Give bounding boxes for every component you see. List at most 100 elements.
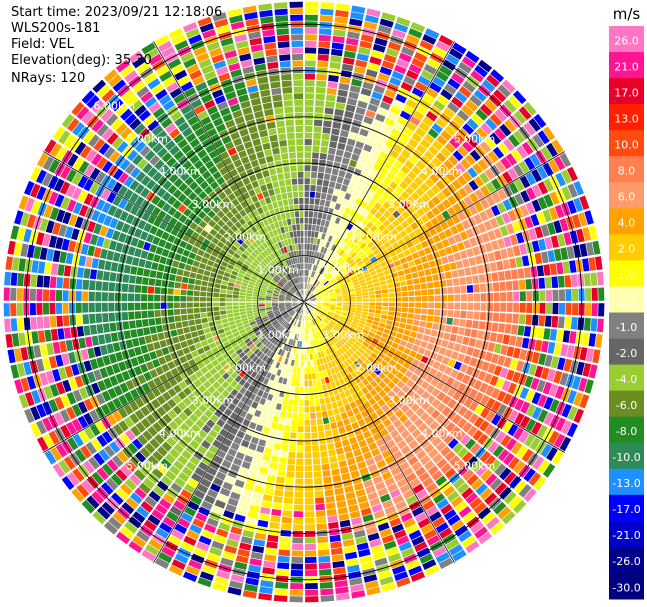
velocity-gate (415, 127, 426, 138)
velocity-gate (405, 186, 415, 196)
velocity-gate (432, 453, 444, 464)
velocity-gate (540, 224, 550, 237)
velocity-gate (452, 278, 460, 286)
velocity-gate (438, 231, 447, 241)
velocity-gate (420, 240, 429, 249)
velocity-gate (438, 34, 454, 47)
velocity-gate (260, 460, 270, 468)
velocity-gate (304, 250, 307, 257)
velocity-gate (365, 383, 374, 392)
velocity-gate (435, 241, 444, 250)
velocity-gate (354, 368, 361, 376)
velocity-gate (333, 313, 340, 318)
velocity-gate (31, 331, 39, 344)
velocity-gate (357, 231, 365, 239)
velocity-gate (372, 432, 382, 442)
velocity-gate (364, 237, 372, 245)
velocity-gate (323, 299, 330, 301)
velocity-gate (408, 260, 416, 268)
velocity-gate (232, 302, 239, 306)
velocity-gate (420, 455, 431, 466)
velocity-gate (364, 75, 376, 84)
velocity-gate (316, 218, 322, 226)
velocity-gate (348, 91, 359, 100)
velocity-gate (415, 353, 423, 361)
velocity-gate (291, 563, 303, 570)
velocity-gate (374, 220, 382, 228)
velocity-gate (470, 329, 478, 338)
velocity-gate (531, 351, 540, 364)
velocity-gate (170, 329, 178, 337)
velocity-gate (474, 404, 485, 415)
velocity-gate (440, 176, 451, 187)
velocity-gate (149, 326, 157, 334)
velocity-gate (245, 296, 252, 300)
velocity-gate (384, 89, 397, 99)
velocity-gate (513, 207, 523, 220)
velocity-gate (369, 538, 382, 548)
velocity-gate (548, 159, 560, 174)
velocity-gate (453, 132, 465, 145)
velocity-gate (129, 275, 136, 284)
velocity-gate (548, 207, 559, 221)
velocity-gate (454, 302, 461, 310)
velocity-gate (407, 313, 414, 319)
velocity-gate (443, 263, 451, 272)
velocity-gate (259, 586, 273, 595)
velocity-gate (101, 302, 108, 312)
velocity-gate (455, 222, 465, 233)
velocity-gate (262, 426, 270, 434)
velocity-gate (240, 311, 247, 316)
velocity-gate (432, 361, 441, 370)
velocity-gate (310, 264, 314, 271)
velocity-gate (388, 237, 397, 245)
velocity-gate (315, 510, 326, 517)
velocity-gate (453, 114, 465, 127)
velocity-gate (422, 427, 433, 438)
velocity-gate (542, 209, 552, 223)
velocity-gate (264, 487, 274, 496)
velocity-gate (326, 87, 337, 96)
velocity-gate (305, 289, 308, 296)
velocity-gate (572, 303, 579, 316)
velocity-gate (36, 275, 44, 288)
velocity-gate (537, 394, 548, 408)
velocity-gate (327, 287, 334, 292)
velocity-gate (342, 274, 349, 279)
velocity-gate (363, 21, 378, 30)
velocity-gate (508, 95, 522, 109)
velocity-gate (304, 504, 315, 511)
velocity-gate (373, 228, 382, 236)
velocity-gate (412, 483, 425, 494)
velocity-gate (367, 345, 375, 352)
velocity-gate (306, 347, 310, 354)
velocity-gate (361, 209, 369, 218)
velocity-gate (233, 287, 240, 292)
velocity-gate (406, 398, 415, 408)
velocity-gate (536, 265, 545, 277)
velocity-gate (203, 270, 211, 277)
velocity-gate (55, 290, 63, 301)
velocity-gate (309, 296, 316, 300)
velocity-gate (300, 328, 303, 335)
velocity-gate (296, 347, 299, 354)
velocity-gate (484, 423, 496, 436)
velocity-gate (566, 422, 578, 438)
velocity-gate (91, 335, 99, 346)
velocity-gate (423, 349, 432, 358)
velocity-gate (457, 241, 465, 251)
velocity-gate (318, 285, 324, 290)
velocity-gate (304, 478, 313, 485)
velocity-gate (489, 262, 498, 272)
velocity-gate (435, 70, 449, 82)
velocity-gate (382, 228, 390, 236)
velocity-gate (387, 223, 395, 232)
velocity-gate (336, 196, 344, 205)
velocity-gate (484, 98, 498, 112)
velocity-gate (541, 340, 549, 353)
velocity-gate (333, 366, 340, 374)
velocity-gate (583, 273, 591, 287)
velocity-gate (565, 289, 572, 301)
velocity-gate (334, 334, 341, 341)
velocity-gate (453, 233, 462, 243)
